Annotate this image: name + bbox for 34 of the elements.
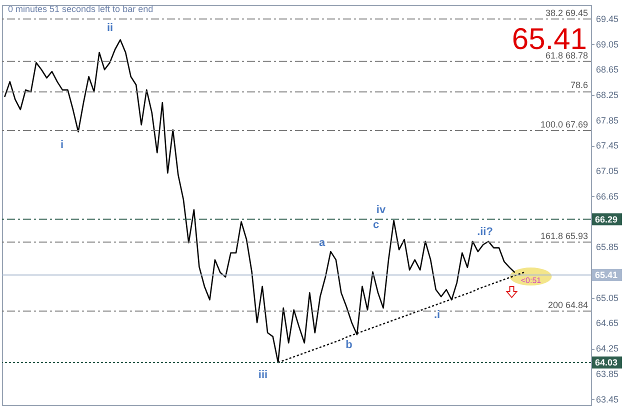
- y-tick-label: 69.45: [596, 14, 619, 24]
- annotation: 78.6: [570, 80, 588, 90]
- annotation: i: [60, 139, 64, 151]
- ref-line-label: 100.0 67.69: [540, 120, 588, 130]
- annotation: 0 minutes 51 seconds left to bar end: [8, 4, 154, 14]
- y-tick-label: 67.45: [596, 140, 619, 151]
- annotation: a: [318, 237, 326, 249]
- y-tick-label: 64.25: [596, 344, 619, 354]
- y-tick-label: 67.05: [596, 166, 619, 176]
- ref-line-label: 161.8 65.93: [540, 231, 588, 242]
- annotation: c: [372, 219, 380, 231]
- ref-line-label: 66.29: [595, 214, 618, 224]
- annotation: .i: [434, 309, 440, 321]
- ref-line-label: 200 64.84: [548, 300, 588, 310]
- annotation: <0:51: [520, 276, 542, 285]
- annotation: b: [346, 339, 353, 351]
- y-tick-label: 69.05: [596, 39, 619, 50]
- y-tick-label: 65.85: [596, 242, 619, 252]
- y-tick-label: 63.85: [596, 368, 619, 379]
- y-tick-label: 68.25: [596, 90, 619, 100]
- annotation: ii: [106, 22, 114, 34]
- annotation: iii: [258, 369, 268, 381]
- y-tick-label: 68.65: [596, 64, 619, 75]
- ref-line-label: 61.8 68.78: [545, 50, 588, 60]
- annotation: .ii?: [477, 226, 494, 238]
- ref-line-label: 38.2 69.45: [545, 8, 588, 18]
- y-tick-label: 67.85: [596, 115, 619, 126]
- y-tick-label: 65.05: [596, 292, 619, 303]
- y-tick-label: 63.45: [596, 394, 619, 404]
- ref-line-label: 64.03: [595, 358, 618, 368]
- y-tick-label: 66.65: [596, 191, 619, 202]
- y-tick-label: 64.65: [596, 318, 619, 328]
- annotation: iv: [376, 204, 386, 216]
- ref-line-label: 65.41: [595, 270, 618, 280]
